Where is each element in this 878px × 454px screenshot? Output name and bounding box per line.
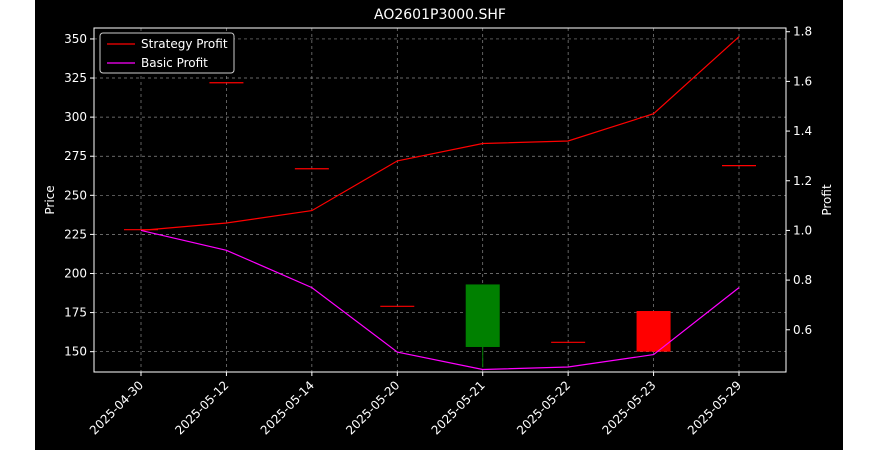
left-tick-label: 150 <box>64 345 87 359</box>
left-tick-label: 275 <box>64 149 87 163</box>
plot-frame <box>93 27 787 373</box>
right-tick-label: 1.4 <box>793 124 812 138</box>
grid-lines <box>94 28 786 372</box>
right-tick-label: 1.6 <box>793 74 812 88</box>
right-tick-label: 1.0 <box>793 223 812 237</box>
left-axis-ticks: 150 175 200 225 250 275 300 325 350 <box>64 32 94 359</box>
left-tick-label: 300 <box>64 110 87 124</box>
x-tick-label: 2025-05-12 <box>172 378 231 437</box>
legend-basic-label: Basic Profit <box>141 56 208 70</box>
legend: Strategy Profit Basic Profit <box>99 32 235 74</box>
y-axis-right-label: Profit <box>820 184 834 216</box>
x-tick-label: 2025-05-22 <box>514 378 573 437</box>
candle-body <box>465 284 500 347</box>
chart-figure: 150 175 200 225 250 275 300 325 350 0.6 0.8 1.0 1.2… <box>35 0 843 450</box>
left-tick-label: 325 <box>64 71 87 85</box>
left-tick-label: 200 <box>64 266 87 280</box>
candlesticks <box>124 82 756 368</box>
strategy-profit-line <box>140 36 740 231</box>
left-tick-label: 175 <box>64 306 87 320</box>
x-tick-label: 2025-05-29 <box>685 378 744 437</box>
y-axis-left-label: Price <box>43 185 57 214</box>
x-tick-label: 2025-05-14 <box>258 378 317 437</box>
right-axis-ticks: 0.6 0.8 1.0 1.2 1.4 1.6 1.8 <box>786 25 812 337</box>
basic-profit-line <box>140 229 740 371</box>
left-tick-label: 225 <box>64 227 87 241</box>
profit-lines <box>140 36 740 371</box>
legend-strategy-label: Strategy Profit <box>141 37 228 51</box>
right-tick-label: 0.6 <box>793 323 812 337</box>
right-tick-label: 1.2 <box>793 174 812 188</box>
candle-body <box>636 311 671 352</box>
right-tick-label: 1.8 <box>793 25 812 39</box>
x-axis-ticks: 2025-04-30 2025-05-12 2025-05-14 2025-05-20… <box>87 372 744 437</box>
x-tick-label: 2025-05-20 <box>343 378 402 437</box>
x-tick-label: 2025-04-30 <box>87 378 146 437</box>
left-tick-label: 350 <box>64 32 87 46</box>
chart-svg: 150 175 200 225 250 275 300 325 350 0.6 0.8 1.0 1.2… <box>43 7 834 437</box>
left-tick-label: 250 <box>64 188 87 202</box>
x-tick-label: 2025-05-23 <box>599 378 658 437</box>
chart-title: AO2601P3000.SHF <box>374 7 506 23</box>
x-tick-label: 2025-05-21 <box>429 378 488 437</box>
right-tick-label: 0.8 <box>793 273 812 287</box>
